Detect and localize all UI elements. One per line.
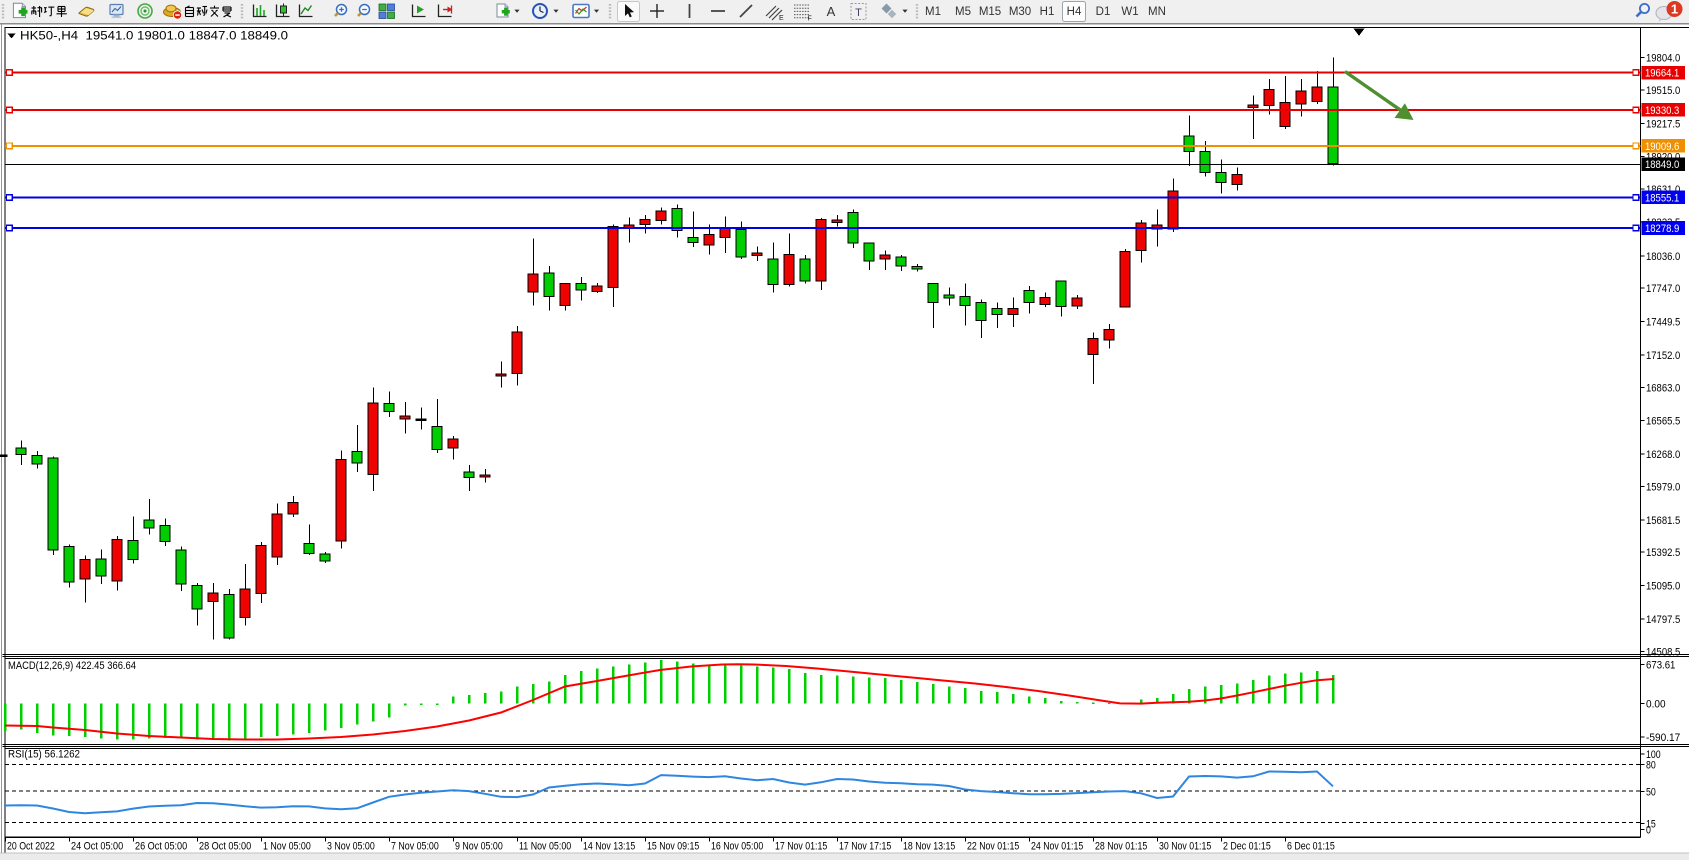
svg-text:M30: M30 bbox=[1009, 6, 1031, 18]
svg-text:24 Oct 05:00: 24 Oct 05:00 bbox=[71, 841, 123, 853]
svg-text:7 Nov 05:00: 7 Nov 05:00 bbox=[391, 841, 439, 853]
svg-text:H4: H4 bbox=[1067, 6, 1082, 18]
svg-text:19009.6: 19009.6 bbox=[1645, 141, 1679, 153]
svg-text:6 Dec 01:15: 6 Dec 01:15 bbox=[1287, 841, 1335, 853]
svg-text:11 Nov 05:00: 11 Nov 05:00 bbox=[519, 841, 571, 853]
svg-text:9 Nov 05:00: 9 Nov 05:00 bbox=[455, 841, 503, 853]
svg-text:30 Nov 01:15: 30 Nov 01:15 bbox=[1159, 841, 1211, 853]
svg-text:16565.5: 16565.5 bbox=[1646, 416, 1680, 428]
svg-text:19515.0: 19515.0 bbox=[1646, 85, 1680, 97]
svg-text:M5: M5 bbox=[955, 6, 971, 18]
svg-text:14 Nov 13:15: 14 Nov 13:15 bbox=[583, 841, 635, 853]
svg-text:19217.5: 19217.5 bbox=[1646, 118, 1680, 130]
svg-text:17747.0: 17747.0 bbox=[1646, 283, 1680, 295]
svg-text:MN: MN bbox=[1148, 6, 1166, 18]
svg-text:2 Dec 01:15: 2 Dec 01:15 bbox=[1223, 841, 1271, 853]
svg-text:15979.0: 15979.0 bbox=[1646, 481, 1680, 493]
svg-text:18 Nov 13:15: 18 Nov 13:15 bbox=[903, 841, 955, 853]
svg-text:100: 100 bbox=[1646, 749, 1661, 761]
svg-text:18555.1: 18555.1 bbox=[1645, 192, 1679, 204]
svg-text:1: 1 bbox=[1671, 2, 1678, 17]
svg-text:H1: H1 bbox=[1040, 6, 1055, 18]
svg-text:RSI(15) 56.1262: RSI(15) 56.1262 bbox=[8, 749, 80, 761]
svg-text:W1: W1 bbox=[1121, 6, 1138, 18]
svg-text:M15: M15 bbox=[979, 6, 1001, 18]
svg-text:26 Oct 05:00: 26 Oct 05:00 bbox=[135, 841, 187, 853]
svg-text:HK50-,H4 19541.0 19801.0 1884: HK50-,H4 19541.0 19801.0 18847.0 18849.0 bbox=[20, 31, 288, 43]
svg-text:16863.0: 16863.0 bbox=[1646, 382, 1680, 394]
svg-text:16 Nov 05:00: 16 Nov 05:00 bbox=[711, 841, 763, 853]
svg-text:19664.1: 19664.1 bbox=[1645, 68, 1679, 80]
svg-text:17449.5: 17449.5 bbox=[1646, 317, 1680, 329]
svg-text:80: 80 bbox=[1646, 759, 1656, 771]
svg-text:F: F bbox=[808, 16, 812, 23]
svg-text:15: 15 bbox=[1646, 819, 1656, 831]
svg-text:1 Nov 05:00: 1 Nov 05:00 bbox=[263, 841, 311, 853]
svg-text:28 Nov 01:15: 28 Nov 01:15 bbox=[1095, 841, 1147, 853]
svg-text:0: 0 bbox=[1646, 825, 1651, 837]
svg-text:14508.5: 14508.5 bbox=[1646, 646, 1680, 658]
svg-text:M1: M1 bbox=[925, 6, 941, 18]
svg-text:15095.0: 15095.0 bbox=[1646, 581, 1680, 593]
svg-text:D1: D1 bbox=[1096, 6, 1111, 18]
svg-text:22 Nov 01:15: 22 Nov 01:15 bbox=[967, 841, 1019, 853]
svg-text:MACD(12,26,9) 422.45 366.64: MACD(12,26,9) 422.45 366.64 bbox=[8, 660, 136, 672]
svg-text:15681.5: 15681.5 bbox=[1646, 515, 1680, 527]
svg-text:20 Oct 2022: 20 Oct 2022 bbox=[7, 841, 55, 853]
svg-text:15 Nov 09:15: 15 Nov 09:15 bbox=[647, 841, 699, 853]
svg-text:50: 50 bbox=[1646, 786, 1656, 798]
svg-text:17152.0: 17152.0 bbox=[1646, 350, 1680, 362]
svg-text:A: A bbox=[827, 4, 836, 19]
svg-text:18849.0: 18849.0 bbox=[1645, 159, 1679, 171]
svg-text:14797.5: 14797.5 bbox=[1646, 614, 1680, 626]
svg-text:18278.9: 18278.9 bbox=[1645, 223, 1679, 235]
svg-text:3 Nov 05:00: 3 Nov 05:00 bbox=[327, 841, 375, 853]
svg-text:19330.3: 19330.3 bbox=[1645, 105, 1679, 117]
svg-text:15392.5: 15392.5 bbox=[1646, 547, 1680, 559]
svg-text:24 Nov 01:15: 24 Nov 01:15 bbox=[1031, 841, 1083, 853]
svg-text:T: T bbox=[855, 7, 862, 19]
svg-text:17 Nov 17:15: 17 Nov 17:15 bbox=[839, 841, 891, 853]
svg-text:18036.0: 18036.0 bbox=[1646, 251, 1680, 263]
svg-text:E: E bbox=[779, 15, 784, 22]
svg-text:28 Oct 05:00: 28 Oct 05:00 bbox=[199, 841, 251, 853]
svg-text:673.61: 673.61 bbox=[1646, 660, 1675, 672]
svg-text:17 Nov 01:15: 17 Nov 01:15 bbox=[775, 841, 827, 853]
svg-text:19804.0: 19804.0 bbox=[1646, 53, 1680, 65]
svg-text:16268.0: 16268.0 bbox=[1646, 449, 1680, 461]
svg-text:-590.17: -590.17 bbox=[1646, 732, 1680, 744]
svg-text:0.00: 0.00 bbox=[1646, 698, 1666, 710]
